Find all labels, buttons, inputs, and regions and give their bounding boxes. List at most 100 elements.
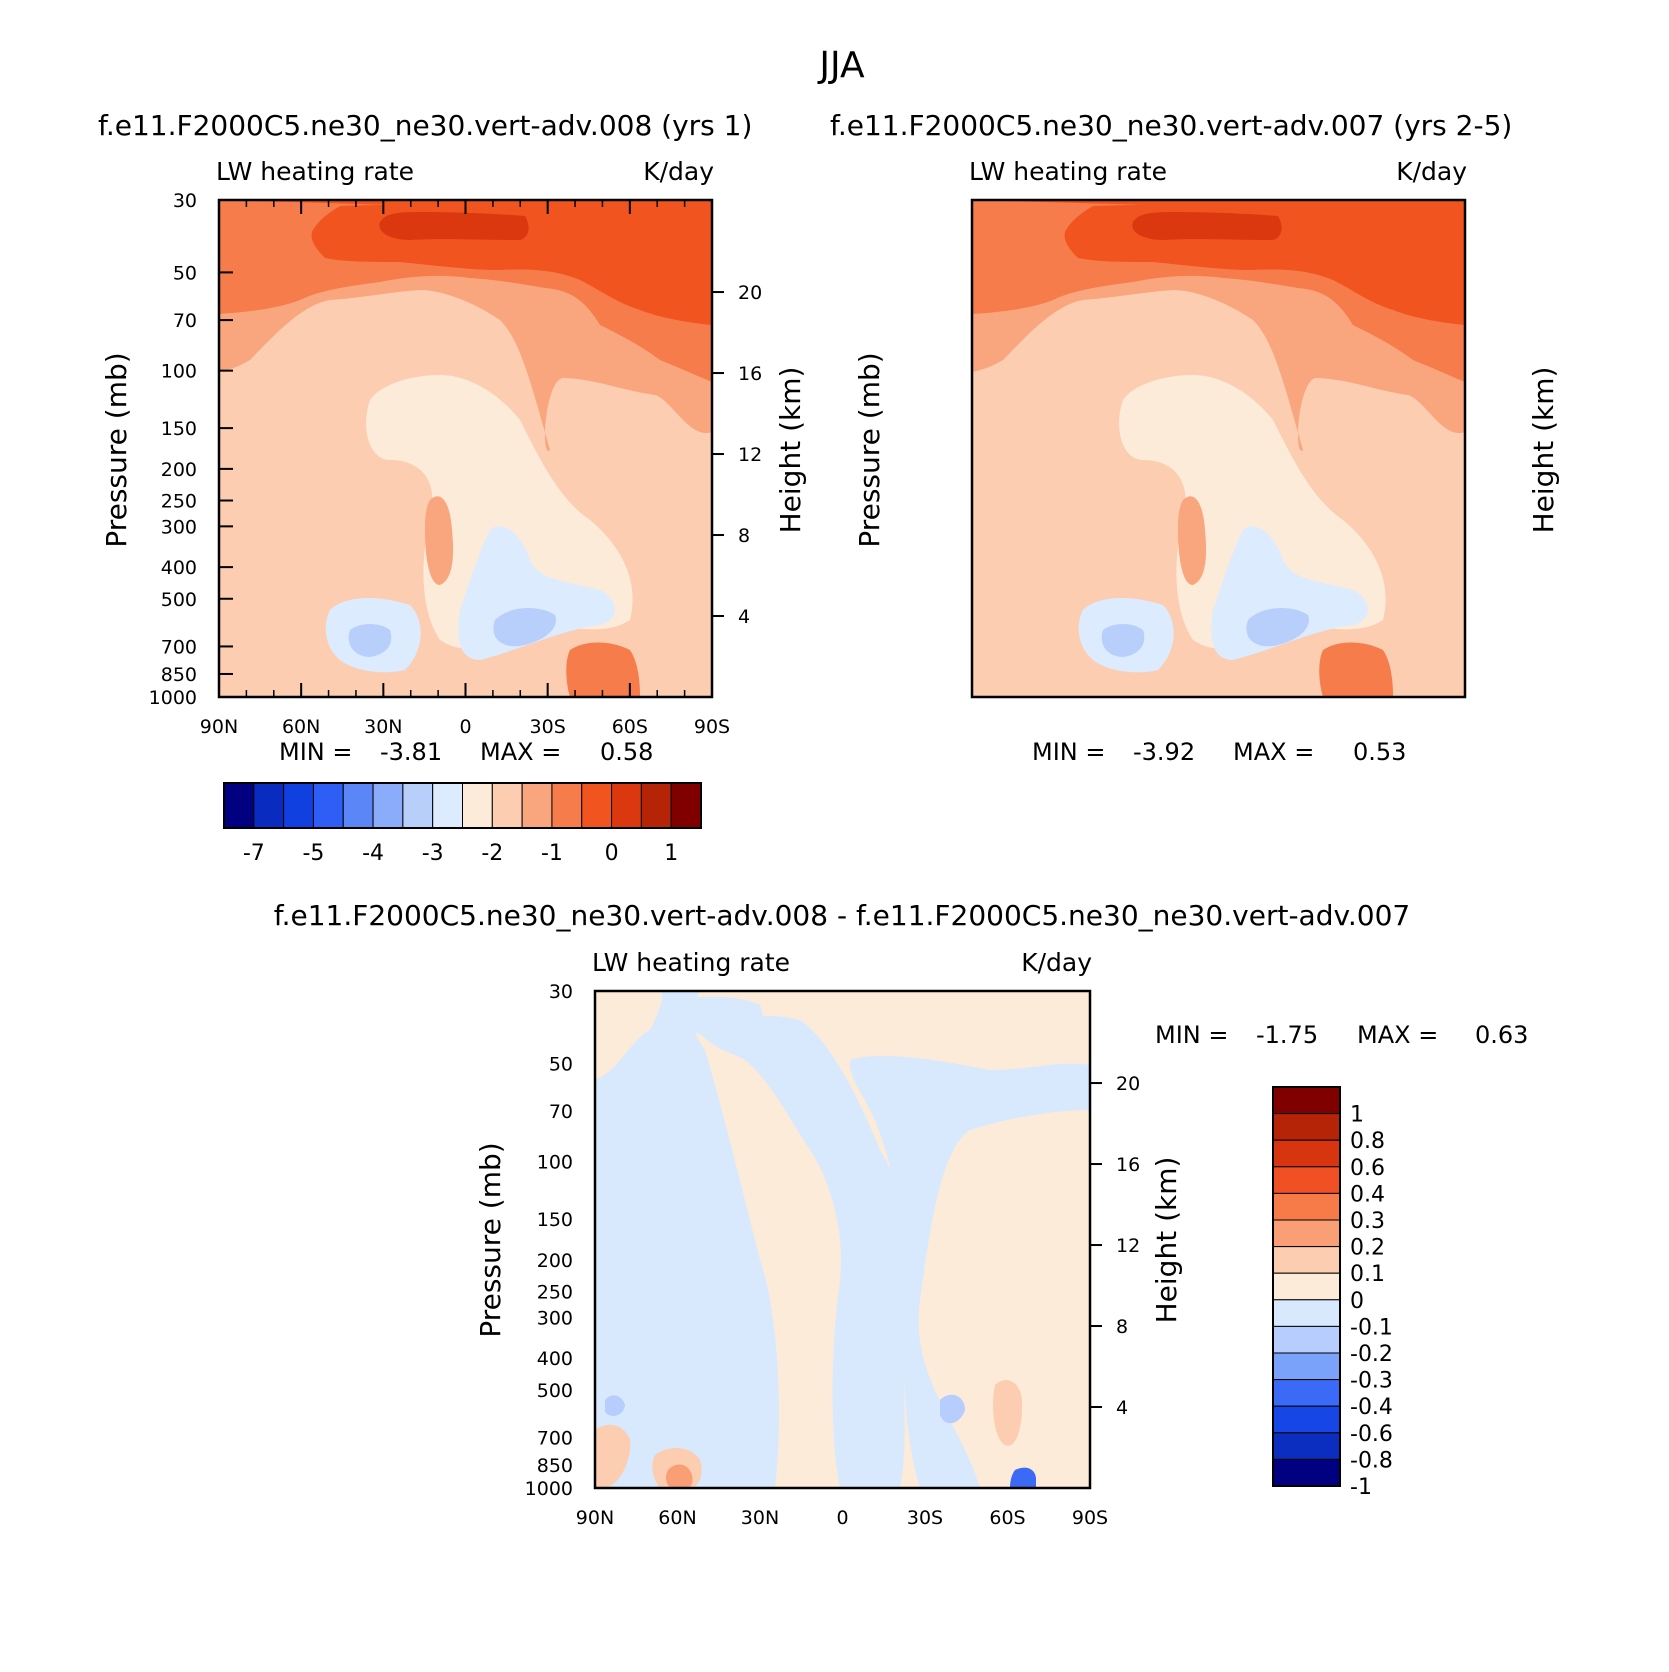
contour-band-negative-5: [605, 1395, 625, 1416]
colorbar-swatch: [1272, 1113, 1341, 1141]
y2-ticks: 20 16 12 8 4: [713, 282, 762, 628]
y-tick-label: 700: [537, 1427, 573, 1449]
x-tick-label: 30S: [530, 716, 566, 738]
y2-tick-label: 20: [1116, 1073, 1140, 1095]
colorbar-label: -0.6: [1350, 1422, 1393, 1447]
y-tick-label: 70: [173, 310, 197, 332]
field-label: LW heating rate: [592, 948, 790, 977]
y-axis-label: Pressure (mb): [100, 352, 133, 547]
contour-field: [219, 200, 712, 697]
contour-band-cool-4: [1101, 624, 1145, 657]
x-tick-label: 0: [459, 716, 471, 738]
max-value: 0.53: [1353, 738, 1406, 766]
x-tick-label: 60S: [612, 716, 648, 738]
x-tick-label: 30N: [364, 716, 402, 738]
max-label: MAX =: [480, 738, 561, 766]
units-label: K/day: [1021, 948, 1092, 977]
colorbar-swatch: [1272, 1325, 1341, 1354]
y-tick-label: 200: [537, 1250, 573, 1272]
colorbar-swatch: [223, 782, 255, 829]
colorbar-swatch: [372, 782, 404, 829]
min-value: -3.81: [380, 738, 442, 766]
colorbar-swatch: [1272, 1219, 1341, 1248]
colorbar-label: -1: [1350, 1475, 1372, 1500]
colorbar-swatch: [1272, 1166, 1341, 1194]
colorbar-swatch: [1272, 1139, 1341, 1168]
y-tick-label: 150: [537, 1209, 573, 1231]
page-title: JJA: [817, 45, 865, 86]
colorbar-swatch: [670, 782, 702, 829]
colorbar-swatch: [1272, 1299, 1341, 1327]
max-value: 0.63: [1475, 1021, 1528, 1049]
min-value: -1.75: [1256, 1021, 1318, 1049]
contour-band-cool-2: [1246, 608, 1309, 647]
colorbar-label: 0.4: [1350, 1182, 1385, 1207]
contour-band-upper-4: [379, 212, 529, 240]
contour-band-negative-2: [700, 1015, 907, 1488]
contour-band-positive-4: [993, 1380, 1023, 1446]
panel-difference: f.e11.F2000C5.ne30_ne30.vert-adv.008 - f…: [274, 899, 1528, 1490]
contour-band-negative-6: [940, 1394, 965, 1424]
y-tick-label: 300: [537, 1307, 573, 1329]
y-tick-label: 30: [549, 981, 573, 1003]
colorbar-label: 0.2: [1350, 1236, 1385, 1261]
y-tick-label: 850: [537, 1455, 573, 1477]
colorbar-swatch: [432, 782, 463, 829]
y-tick-label: 250: [537, 1282, 573, 1304]
contour-field: [595, 991, 1090, 1488]
contour-band-dry-slot: [1178, 496, 1207, 585]
y2-axis-label: Height (km): [1527, 367, 1560, 534]
y2-tick-label: 16: [1116, 1154, 1140, 1176]
y2-tick-label: 12: [1116, 1235, 1140, 1257]
colorbar-label: -3: [422, 841, 444, 866]
y-tick-label: 1000: [149, 687, 197, 709]
y-axis-label: Pressure (mb): [853, 352, 886, 547]
y2-tick-label: 8: [738, 525, 750, 547]
contour-field: [972, 200, 1465, 697]
plot-frame: [970, 198, 1467, 699]
contour-band-cool-4: [348, 624, 392, 657]
contour-band-upper-3: [972, 200, 1465, 325]
max-label: MAX =: [1233, 738, 1314, 766]
contour-band-surface: [1319, 642, 1393, 697]
x-tick-label: 90S: [694, 716, 730, 738]
y-tick-label: 700: [161, 636, 197, 658]
y2-tick-label: 8: [1116, 1316, 1128, 1338]
y2-tick-label: 12: [738, 444, 762, 466]
contour-band-surface: [566, 642, 640, 697]
y-tick-label: 500: [537, 1380, 573, 1402]
y-tick-label: 300: [161, 516, 197, 538]
colorbar-label: -4: [362, 841, 384, 866]
field-label: LW heating rate: [216, 157, 414, 186]
x-tick-label: 90S: [1072, 1507, 1108, 1529]
colorbar-label: -5: [302, 841, 324, 866]
max-label: MAX =: [1357, 1021, 1438, 1049]
min-label: MIN =: [1032, 738, 1105, 766]
panel-model-007: f.e11.F2000C5.ne30_ne30.vert-adv.007 (yr…: [525, 109, 1560, 1529]
colorbar-swatch: [402, 782, 434, 829]
colorbar-label: -0.1: [1350, 1315, 1393, 1340]
colorbar-label: 0.3: [1350, 1209, 1385, 1234]
contour-band-negative-3: [849, 1055, 1090, 1488]
y2-axis-label: Height (km): [774, 367, 807, 534]
y-tick-label: 100: [161, 361, 197, 383]
contour-band-negative-7: [1010, 1467, 1036, 1488]
contour-band-upper-4: [1132, 212, 1282, 240]
x-ticks: 90N 60N 30N 0 30S 60S 90S: [200, 199, 730, 738]
contour-band-negative-4: [680, 996, 763, 1040]
y-tick-label: 150: [161, 418, 197, 440]
colorbar-label: -0.8: [1350, 1448, 1393, 1473]
y2-tick-label: 4: [1116, 1397, 1128, 1419]
colorbar-label: -0.2: [1350, 1342, 1393, 1367]
x-tick-label: 30N: [741, 1507, 779, 1529]
y-tick-label: 30: [173, 190, 197, 212]
y-tick-label: 100: [537, 1152, 573, 1174]
y-tick-label: 1000: [525, 1478, 573, 1500]
colorbar-swatch: [1272, 1246, 1341, 1274]
x-tick-label: 90N: [200, 716, 238, 738]
y-tick-label: 200: [161, 459, 197, 481]
colorbar-label: 0.1: [1350, 1262, 1385, 1287]
colorbar-swatch: [491, 782, 523, 829]
